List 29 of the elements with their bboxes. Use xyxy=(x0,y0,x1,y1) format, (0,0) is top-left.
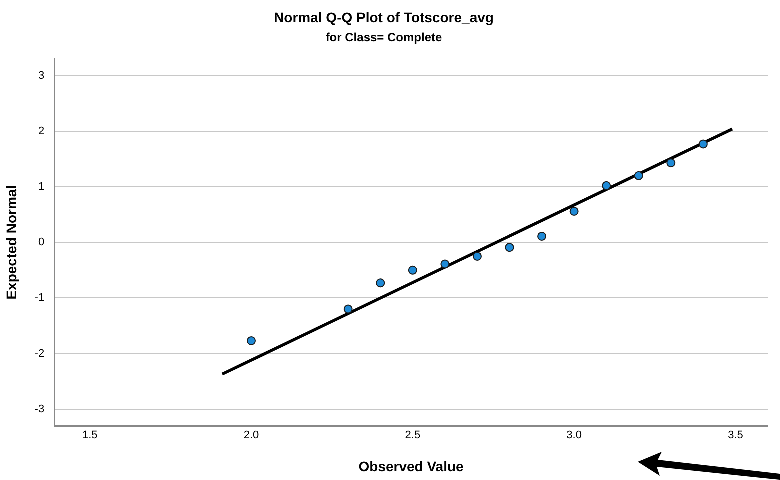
y-tick-label: 3 xyxy=(38,70,45,82)
x-tick-label: 2.5 xyxy=(405,430,421,442)
point xyxy=(408,266,418,275)
point xyxy=(602,181,612,190)
point xyxy=(570,206,579,216)
y-tick-label: 1 xyxy=(38,181,45,194)
chart-title: Normal Q-Q Plot of Totscore_avg xyxy=(274,9,494,26)
point xyxy=(376,278,386,288)
point xyxy=(472,252,482,261)
x-tick-label: 1.5 xyxy=(82,430,98,442)
point xyxy=(344,304,353,314)
y-axis-title: Expected Normal xyxy=(3,185,20,300)
y-tick-label: 2 xyxy=(38,125,45,138)
point xyxy=(538,232,547,241)
x-tick-label: 2.0 xyxy=(244,430,260,442)
y-tick-label: -1 xyxy=(34,292,45,304)
point xyxy=(440,260,450,269)
point xyxy=(634,171,644,180)
y-tick-label: 0 xyxy=(38,236,45,249)
x-axis-title: Observed Value xyxy=(358,458,464,474)
chart-subtitle: for Class= Complete xyxy=(326,30,443,44)
point xyxy=(505,243,514,252)
y-tick-label: -3 xyxy=(34,403,45,416)
x-tick-label: 3.0 xyxy=(566,430,582,442)
point xyxy=(666,158,676,168)
x-tick-label: 3.5 xyxy=(728,430,744,442)
point xyxy=(247,336,256,346)
point xyxy=(698,140,708,149)
y-tick-label: -2 xyxy=(34,348,45,360)
